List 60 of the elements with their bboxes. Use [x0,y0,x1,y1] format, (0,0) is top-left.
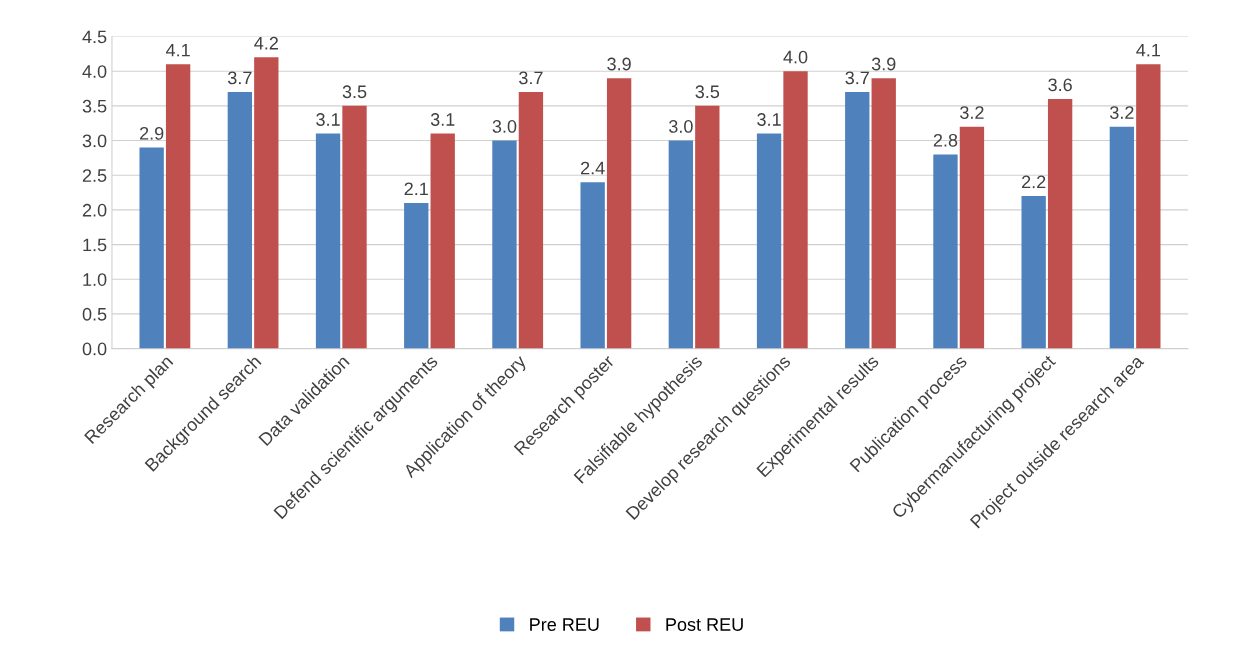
bar [227,92,253,349]
data-label: 3.5 [695,85,720,99]
bar [430,133,455,349]
data-label: 3.7 [519,71,543,85]
bar [1109,126,1135,349]
y-tick-label: 1.0 [83,273,107,286]
y-tick-label: 2.5 [82,169,107,182]
data-label: 3.1 [316,113,340,126]
bar [1047,98,1073,349]
y-tick-label: 4.0 [82,65,107,78]
data-label: 3.7 [845,71,869,85]
bar [139,147,164,349]
data-label: 3.0 [669,120,693,133]
bar [254,57,279,349]
bar [342,105,367,349]
bar [1021,196,1046,349]
data-label: 2.4 [581,161,605,175]
y-tick-label: 3.5 [82,99,107,113]
bar [1136,64,1161,349]
data-label: 3.2 [960,106,984,119]
bar [933,154,958,349]
bar [518,92,544,349]
data-label: 3.0 [492,120,517,133]
bar [871,78,896,349]
data-label: 4.1 [165,43,190,57]
bar [606,78,632,349]
bar [668,140,694,349]
bar [580,182,605,349]
data-label: 2.1 [404,182,428,196]
bar [845,92,870,349]
data-label: 3.7 [227,71,252,85]
bar [756,133,782,349]
y-tick-label: 0.0 [82,342,107,356]
legend-label: Post REU [666,618,743,631]
data-label: 3.9 [871,57,896,71]
bar [695,105,720,349]
y-tick-label: 3.0 [82,134,107,148]
bar [404,202,429,349]
bar [492,140,517,349]
y-tick-label: 0.5 [82,307,107,321]
data-label: 2.2 [1022,175,1046,189]
y-tick-label: 1.5 [83,238,107,252]
data-label: 3.6 [1048,78,1072,92]
data-label: 3.2 [1110,106,1134,119]
data-label: 3.5 [342,85,367,99]
data-label: 4.2 [254,36,278,50]
bar [959,126,985,349]
bar [165,64,191,349]
data-label: 3.1 [757,113,781,126]
legend-label: Pre REU [530,618,599,631]
data-label: 4.1 [1136,43,1160,57]
data-label: 3.9 [607,57,631,71]
data-label: 3.1 [430,113,455,126]
bar [315,133,341,349]
bar [783,71,808,349]
data-label: 2.8 [933,133,958,147]
data-label: 4.0 [783,50,808,64]
y-tick-label: 2.0 [82,203,107,217]
y-tick-label: 4.5 [82,30,107,44]
data-label: 2.9 [140,126,164,140]
